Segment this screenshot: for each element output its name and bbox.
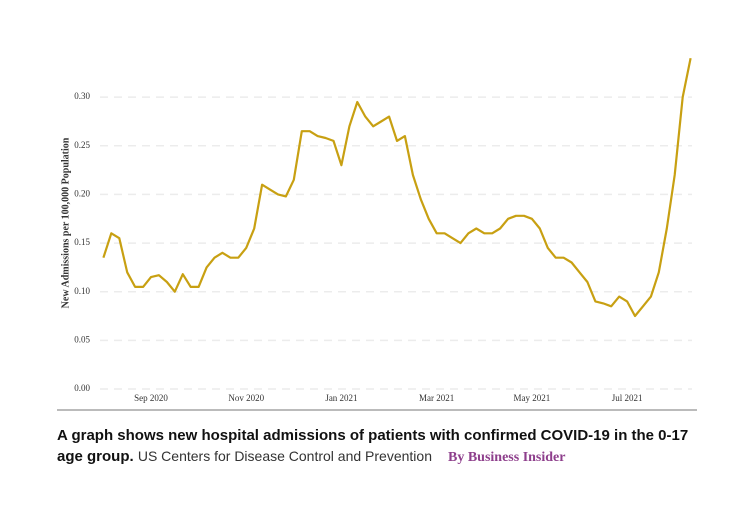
caption-text: A graph shows new hospital admissions of… bbox=[57, 427, 689, 465]
x-tick-label: Jan 2021 bbox=[325, 393, 357, 403]
y-tick-label: 0.30 bbox=[74, 91, 90, 101]
y-tick-label: 0.00 bbox=[74, 383, 90, 393]
caption: A graph shows new hospital admissions of… bbox=[57, 426, 717, 468]
y-tick-label: 0.05 bbox=[74, 334, 90, 344]
x-tick-label: Mar 2021 bbox=[419, 393, 454, 403]
byline: By Business Insider bbox=[448, 450, 566, 465]
x-tick-label: Sep 2020 bbox=[134, 393, 168, 403]
y-tick-label: 0.15 bbox=[74, 237, 90, 247]
y-tick-label: 0.10 bbox=[74, 286, 90, 296]
x-tick-label: May 2021 bbox=[514, 393, 551, 403]
y-axis-label: New Admissions per 100,000 Population bbox=[60, 137, 71, 308]
x-tick-label: Jul 2021 bbox=[612, 393, 643, 403]
data-line bbox=[102, 57, 692, 318]
chart: New Admissions per 100,000 Population 0.… bbox=[57, 57, 697, 411]
y-tick-label: 0.25 bbox=[74, 140, 90, 150]
caption-credit: US Centers for Disease Control and Preve… bbox=[137, 448, 432, 464]
y-tick-label: 0.20 bbox=[74, 188, 90, 198]
x-tick-label: Nov 2020 bbox=[228, 393, 264, 403]
